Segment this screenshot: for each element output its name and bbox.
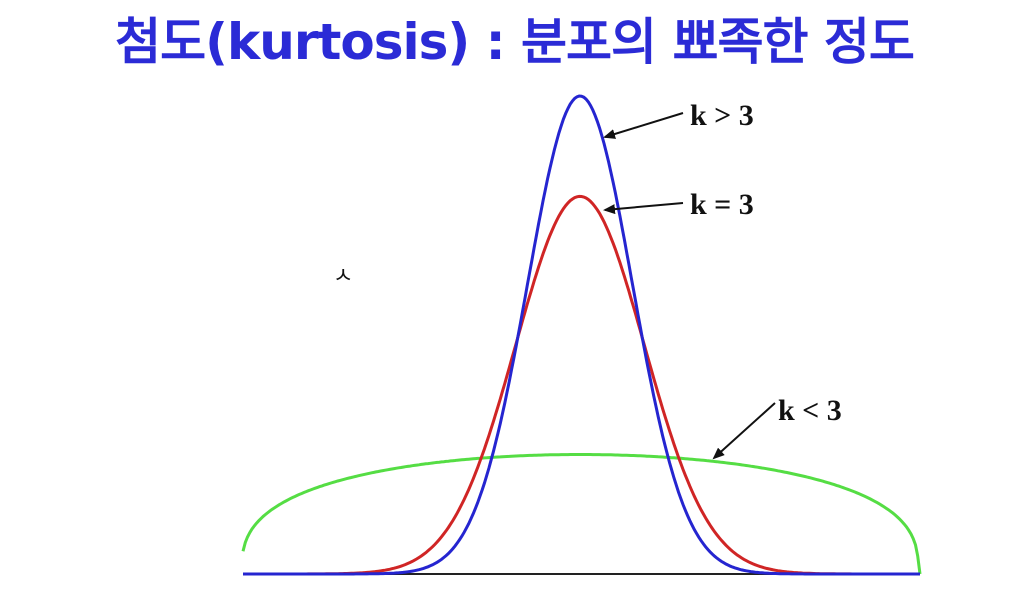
platykurtic-curve: [241, 453, 922, 575]
leptokurtic-curve: [243, 94, 920, 576]
arrow-k-gt-3: [603, 112, 684, 139]
mesokurtic-curve: [243, 194, 920, 576]
label-k-gt-3: k > 3: [690, 99, 754, 132]
arrow-k-lt-3: [712, 402, 776, 460]
label-k-lt-3: k < 3: [778, 394, 842, 427]
arrow-k-eq-3: [603, 202, 684, 215]
page-title: 첨도(kurtosis) : 분포의 뾰족한 정도: [115, 13, 915, 71]
stray-glyph: ㅅ: [333, 264, 354, 289]
label-k-eq-3: k = 3: [690, 188, 754, 221]
